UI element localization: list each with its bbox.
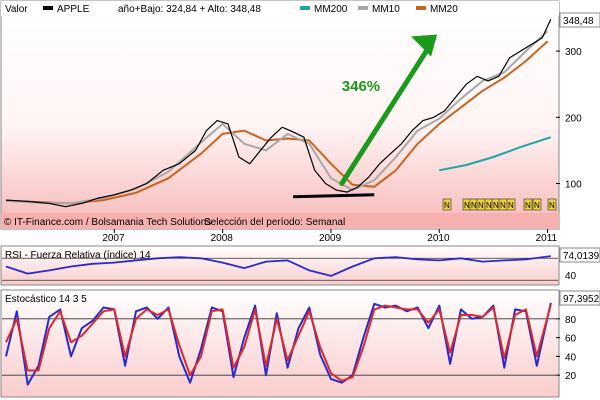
flag-label: N bbox=[478, 201, 484, 210]
last-value-label: 348,48 bbox=[563, 16, 594, 27]
series-line-mm20 bbox=[5, 40, 549, 205]
x-tick-label-2007: 2007 bbox=[102, 233, 125, 244]
rsi-y-axis: 40 74,0139 bbox=[559, 247, 600, 282]
y-tick-label-100: 100 bbox=[565, 180, 582, 191]
legend-label-mm10: MM10 bbox=[372, 4, 400, 15]
rsi-last-value: 74,0139 bbox=[563, 251, 600, 262]
rsi-panel-background bbox=[0, 245, 560, 286]
flag-label: N bbox=[493, 201, 499, 210]
series-line-%d bbox=[5, 304, 552, 382]
x-axis: 2007 2008 2009 2010 2011 bbox=[102, 229, 558, 244]
legend-swatch-mm10 bbox=[358, 6, 368, 10]
sto-y-label-40: 40 bbox=[565, 352, 577, 363]
flag-marker bbox=[506, 198, 516, 211]
legend-label-mm200: MM200 bbox=[314, 4, 348, 15]
x-tick-label-2008: 2008 bbox=[211, 233, 234, 244]
flag-label: N bbox=[549, 201, 555, 210]
flag-label: N bbox=[534, 201, 540, 210]
flag-label: N bbox=[464, 201, 470, 210]
last-value-box bbox=[559, 12, 600, 28]
price-y-axis: 100 200 300 348,48 bbox=[556, 12, 600, 191]
legend-swatch-mm200 bbox=[300, 6, 310, 10]
flag-label: N bbox=[500, 201, 506, 210]
stochastic-y-axis: 20 40 60 80 97,3952 bbox=[556, 290, 600, 382]
ticker-swatch bbox=[43, 6, 53, 10]
x-tick-label-2010: 2010 bbox=[427, 233, 450, 244]
flag-label: N bbox=[444, 201, 450, 210]
stats-label: año+Bajo: 324,84 + Alto: 348,48 bbox=[118, 4, 261, 15]
footer-source: © IT-Finance.com / Bolsamania Tech Solut… bbox=[4, 217, 211, 228]
rsi-y-label-40: 40 bbox=[565, 271, 577, 282]
series-label: Valor bbox=[5, 4, 28, 15]
support-line bbox=[293, 193, 375, 199]
stochastic-title: Estocástico 14 3 5 bbox=[5, 294, 87, 305]
flag-marker bbox=[532, 198, 542, 211]
sto-last-value-box bbox=[559, 290, 600, 306]
flag-marker bbox=[523, 198, 533, 211]
rsi-title: RSI - Fuerza Relativa (índice) 14 bbox=[5, 250, 151, 261]
rsi-plot bbox=[2, 255, 558, 281]
flag-label: N bbox=[471, 201, 477, 210]
price-plot: 346% bbox=[5, 19, 552, 208]
footer-band bbox=[1, 213, 559, 229]
price-panel-background bbox=[0, 0, 560, 230]
flag-marker bbox=[442, 198, 452, 211]
sto-last-value: 97,3952 bbox=[563, 294, 600, 305]
sto-y-label-20: 20 bbox=[565, 371, 577, 382]
series-line-apple bbox=[5, 19, 552, 208]
price-header-bar bbox=[1, 1, 559, 16]
stochastic-panel-background bbox=[0, 289, 560, 398]
flag-label: N bbox=[486, 201, 492, 210]
sto-y-label-60: 60 bbox=[565, 334, 577, 345]
y-tick-label-200: 200 bbox=[565, 113, 582, 124]
y-tick-label-300: 300 bbox=[565, 47, 582, 58]
ticker-label: APPLE bbox=[57, 4, 90, 15]
legend-label-mm20: MM20 bbox=[430, 4, 458, 15]
x-tick-label-2011: 2011 bbox=[536, 233, 558, 244]
legend-swatch-mm20 bbox=[416, 6, 426, 10]
legend: MM200 MM10 MM20 bbox=[300, 4, 458, 15]
series-line-mm200 bbox=[439, 136, 552, 172]
gain-annotation: 346% bbox=[342, 78, 380, 95]
flag-label: N bbox=[508, 201, 514, 210]
flag-label: N bbox=[525, 201, 531, 210]
stochastic-plot bbox=[2, 302, 558, 386]
sto-y-label-80: 80 bbox=[565, 315, 577, 326]
flag-marker bbox=[547, 198, 557, 211]
series-line-rsi bbox=[5, 255, 551, 277]
x-tick-label-2009: 2009 bbox=[319, 233, 342, 244]
trend-arrow-shaft bbox=[339, 45, 431, 187]
rsi-last-value-box bbox=[559, 247, 600, 263]
footer-period: Selección del período: Semanal bbox=[204, 217, 345, 228]
trend-arrow-head bbox=[411, 34, 438, 57]
